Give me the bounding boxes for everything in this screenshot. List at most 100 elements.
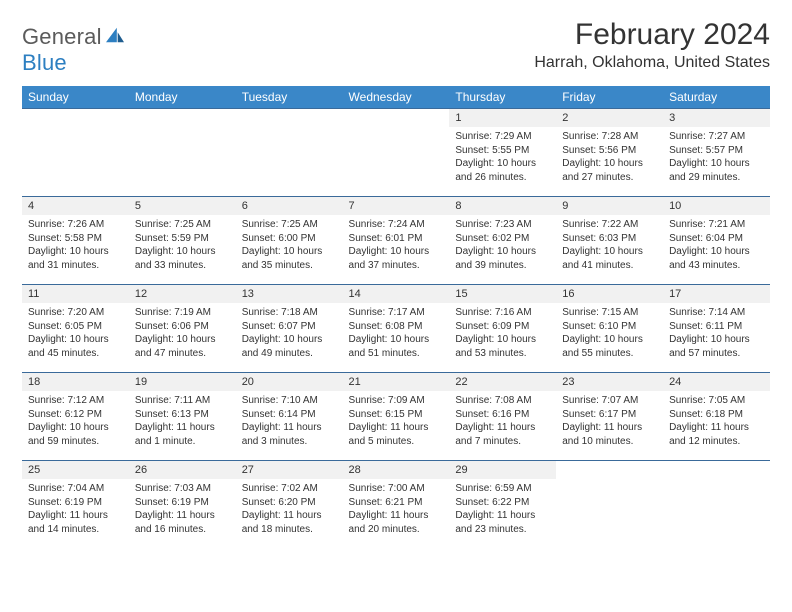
sunrise-text: Sunrise: 7:07 AM bbox=[562, 394, 657, 408]
sunset-text: Sunset: 6:05 PM bbox=[28, 320, 123, 334]
sunrise-text: Sunrise: 7:27 AM bbox=[669, 130, 764, 144]
calendar-day-cell bbox=[663, 461, 770, 549]
day-detail: Sunrise: 7:07 AMSunset: 6:17 PMDaylight:… bbox=[556, 391, 663, 452]
sunset-text: Sunset: 6:22 PM bbox=[455, 496, 550, 510]
sunset-text: Sunset: 6:20 PM bbox=[242, 496, 337, 510]
daylight-text: Daylight: 11 hours and 23 minutes. bbox=[455, 509, 550, 536]
calendar-day-cell: 20Sunrise: 7:10 AMSunset: 6:14 PMDayligh… bbox=[236, 373, 343, 461]
daylight-text: Daylight: 11 hours and 14 minutes. bbox=[28, 509, 123, 536]
day-number: 18 bbox=[22, 373, 129, 391]
day-detail: Sunrise: 7:03 AMSunset: 6:19 PMDaylight:… bbox=[129, 479, 236, 540]
sunset-text: Sunset: 6:14 PM bbox=[242, 408, 337, 422]
day-detail: Sunrise: 7:02 AMSunset: 6:20 PMDaylight:… bbox=[236, 479, 343, 540]
day-detail: Sunrise: 7:29 AMSunset: 5:55 PMDaylight:… bbox=[449, 127, 556, 188]
month-title: February 2024 bbox=[534, 18, 770, 52]
title-block: February 2024 Harrah, Oklahoma, United S… bbox=[534, 18, 770, 72]
daylight-text: Daylight: 11 hours and 10 minutes. bbox=[562, 421, 657, 448]
calendar-day-cell: 4 Sunrise: 7:26 AMSunset: 5:58 PMDaylight… bbox=[22, 197, 129, 285]
calendar-day-cell: 19Sunrise: 7:11 AMSunset: 6:13 PMDayligh… bbox=[129, 373, 236, 461]
calendar-day-cell: 5Sunrise: 7:25 AMSunset: 5:59 PMDaylight… bbox=[129, 197, 236, 285]
calendar-day-cell: 22Sunrise: 7:08 AMSunset: 6:16 PMDayligh… bbox=[449, 373, 556, 461]
day-detail: Sunrise: 7:08 AMSunset: 6:16 PMDaylight:… bbox=[449, 391, 556, 452]
weekday-header: Tuesday bbox=[236, 86, 343, 109]
day-detail: Sunrise: 7:04 AMSunset: 6:19 PMDaylight:… bbox=[22, 479, 129, 540]
sunrise-text: Sunrise: 7:11 AM bbox=[135, 394, 230, 408]
calendar-day-cell: 16Sunrise: 7:15 AMSunset: 6:10 PMDayligh… bbox=[556, 285, 663, 373]
sunset-text: Sunset: 5:57 PM bbox=[669, 144, 764, 158]
daylight-text: Daylight: 10 hours and 27 minutes. bbox=[562, 157, 657, 184]
daylight-text: Daylight: 10 hours and 33 minutes. bbox=[135, 245, 230, 272]
sunset-text: Sunset: 5:59 PM bbox=[135, 232, 230, 246]
sunrise-text: Sunrise: 7:19 AM bbox=[135, 306, 230, 320]
day-detail: Sunrise: 7:17 AMSunset: 6:08 PMDaylight:… bbox=[343, 303, 450, 364]
sunset-text: Sunset: 6:11 PM bbox=[669, 320, 764, 334]
calendar-day-cell: 9Sunrise: 7:22 AMSunset: 6:03 PMDaylight… bbox=[556, 197, 663, 285]
day-number: 29 bbox=[449, 461, 556, 479]
sunset-text: Sunset: 6:21 PM bbox=[349, 496, 444, 510]
daylight-text: Daylight: 10 hours and 31 minutes. bbox=[28, 245, 123, 272]
day-detail: Sunrise: 7:09 AMSunset: 6:15 PMDaylight:… bbox=[343, 391, 450, 452]
weekday-header: Thursday bbox=[449, 86, 556, 109]
sunrise-text: Sunrise: 7:28 AM bbox=[562, 130, 657, 144]
brand-word-1: General bbox=[22, 24, 102, 49]
sunrise-text: Sunrise: 7:18 AM bbox=[242, 306, 337, 320]
day-number: 1 bbox=[449, 109, 556, 127]
sunset-text: Sunset: 6:07 PM bbox=[242, 320, 337, 334]
sunrise-text: Sunrise: 7:23 AM bbox=[455, 218, 550, 232]
sunrise-text: Sunrise: 7:26 AM bbox=[28, 218, 123, 232]
day-number: 25 bbox=[22, 461, 129, 479]
sunset-text: Sunset: 6:16 PM bbox=[455, 408, 550, 422]
daylight-text: Daylight: 11 hours and 16 minutes. bbox=[135, 509, 230, 536]
sunset-text: Sunset: 6:12 PM bbox=[28, 408, 123, 422]
weekday-header-row: Sunday Monday Tuesday Wednesday Thursday… bbox=[22, 86, 770, 109]
day-detail: Sunrise: 7:12 AMSunset: 6:12 PMDaylight:… bbox=[22, 391, 129, 452]
sunrise-text: Sunrise: 7:14 AM bbox=[669, 306, 764, 320]
logo-text-block: General Blue bbox=[22, 24, 126, 76]
calendar-day-cell bbox=[343, 109, 450, 197]
daylight-text: Daylight: 11 hours and 1 minute. bbox=[135, 421, 230, 448]
day-number: 5 bbox=[129, 197, 236, 215]
sunset-text: Sunset: 6:01 PM bbox=[349, 232, 444, 246]
calendar-page: General Blue February 2024 Harrah, Oklah… bbox=[0, 0, 792, 567]
daylight-text: Daylight: 11 hours and 20 minutes. bbox=[349, 509, 444, 536]
calendar-day-cell: 12Sunrise: 7:19 AMSunset: 6:06 PMDayligh… bbox=[129, 285, 236, 373]
calendar-day-cell: 15Sunrise: 7:16 AMSunset: 6:09 PMDayligh… bbox=[449, 285, 556, 373]
calendar-day-cell: 26Sunrise: 7:03 AMSunset: 6:19 PMDayligh… bbox=[129, 461, 236, 549]
day-detail: Sunrise: 7:00 AMSunset: 6:21 PMDaylight:… bbox=[343, 479, 450, 540]
sunset-text: Sunset: 6:19 PM bbox=[28, 496, 123, 510]
sunset-text: Sunset: 5:58 PM bbox=[28, 232, 123, 246]
calendar-day-cell: 1Sunrise: 7:29 AMSunset: 5:55 PMDaylight… bbox=[449, 109, 556, 197]
page-header: General Blue February 2024 Harrah, Oklah… bbox=[22, 18, 770, 76]
calendar-day-cell: 27Sunrise: 7:02 AMSunset: 6:20 PMDayligh… bbox=[236, 461, 343, 549]
sunset-text: Sunset: 6:10 PM bbox=[562, 320, 657, 334]
day-number: 11 bbox=[22, 285, 129, 303]
calendar-week-row: 25Sunrise: 7:04 AMSunset: 6:19 PMDayligh… bbox=[22, 461, 770, 549]
calendar-day-cell: 17Sunrise: 7:14 AMSunset: 6:11 PMDayligh… bbox=[663, 285, 770, 373]
day-number: 8 bbox=[449, 197, 556, 215]
daylight-text: Daylight: 11 hours and 3 minutes. bbox=[242, 421, 337, 448]
calendar-day-cell bbox=[129, 109, 236, 197]
calendar-day-cell: 2Sunrise: 7:28 AMSunset: 5:56 PMDaylight… bbox=[556, 109, 663, 197]
calendar-day-cell: 25Sunrise: 7:04 AMSunset: 6:19 PMDayligh… bbox=[22, 461, 129, 549]
day-detail: Sunrise: 7:28 AMSunset: 5:56 PMDaylight:… bbox=[556, 127, 663, 188]
day-number: 4 bbox=[22, 197, 129, 215]
day-detail: Sunrise: 7:05 AMSunset: 6:18 PMDaylight:… bbox=[663, 391, 770, 452]
calendar-day-cell: 28Sunrise: 7:00 AMSunset: 6:21 PMDayligh… bbox=[343, 461, 450, 549]
sunrise-text: Sunrise: 6:59 AM bbox=[455, 482, 550, 496]
sunrise-text: Sunrise: 7:29 AM bbox=[455, 130, 550, 144]
sunrise-text: Sunrise: 7:16 AM bbox=[455, 306, 550, 320]
day-detail: Sunrise: 7:27 AMSunset: 5:57 PMDaylight:… bbox=[663, 127, 770, 188]
calendar-day-cell: 24Sunrise: 7:05 AMSunset: 6:18 PMDayligh… bbox=[663, 373, 770, 461]
day-number: 15 bbox=[449, 285, 556, 303]
sunset-text: Sunset: 6:03 PM bbox=[562, 232, 657, 246]
day-number: 9 bbox=[556, 197, 663, 215]
sunset-text: Sunset: 6:18 PM bbox=[669, 408, 764, 422]
day-number: 14 bbox=[343, 285, 450, 303]
day-number: 21 bbox=[343, 373, 450, 391]
day-number: 26 bbox=[129, 461, 236, 479]
calendar-day-cell bbox=[556, 461, 663, 549]
day-detail: Sunrise: 7:24 AMSunset: 6:01 PMDaylight:… bbox=[343, 215, 450, 276]
sunset-text: Sunset: 6:02 PM bbox=[455, 232, 550, 246]
sunrise-text: Sunrise: 7:09 AM bbox=[349, 394, 444, 408]
calendar-day-cell: 18Sunrise: 7:12 AMSunset: 6:12 PMDayligh… bbox=[22, 373, 129, 461]
